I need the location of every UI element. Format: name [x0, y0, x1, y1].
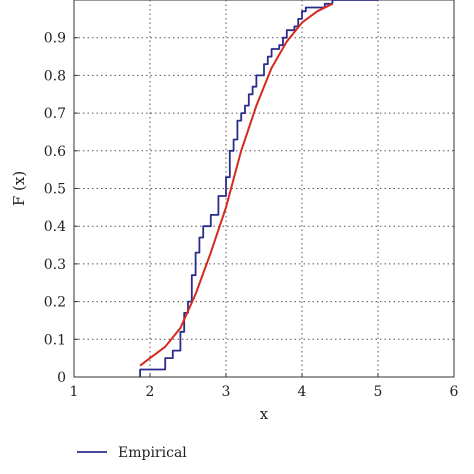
x-tick-label-1: 2 — [146, 384, 155, 400]
tick-labels: 1 2 3 4 5 6 0 0.1 0.2 0.3 0.4 0.5 0.6 0.7 0.8 0.9 — [44, 31, 459, 400]
y-tick-label-3: 0.3 — [44, 257, 66, 273]
fitted-cdf-line — [139, 2, 333, 367]
x-tick-label-4: 5 — [374, 384, 383, 400]
series-layer — [139, 0, 378, 377]
y-tick-label-0: 0 — [57, 370, 66, 386]
grid — [74, 0, 454, 377]
y-tick-label-5: 0.5 — [44, 182, 66, 198]
y-tick-label-1: 0.1 — [44, 332, 66, 348]
y-axis-label: F (x) — [10, 171, 28, 206]
y-tick-label-4: 0.4 — [44, 219, 66, 235]
y-tick-label-8: 0.8 — [44, 68, 66, 84]
y-tick-label-9: 0.9 — [44, 31, 66, 47]
y-tick-label-2: 0.2 — [44, 295, 66, 311]
x-tick-label-3: 4 — [298, 384, 307, 400]
y-tick-label-6: 0.6 — [44, 144, 66, 160]
y-tick-label-7: 0.7 — [44, 106, 66, 122]
x-axis-label: x — [260, 405, 269, 423]
legend-label-empirical: Empirical — [118, 445, 187, 461]
legend: Empirical — [77, 445, 187, 461]
x-tick-label-5: 6 — [450, 384, 459, 400]
x-tick-label-0: 1 — [70, 384, 79, 400]
x-tick-label-2: 3 — [222, 384, 231, 400]
